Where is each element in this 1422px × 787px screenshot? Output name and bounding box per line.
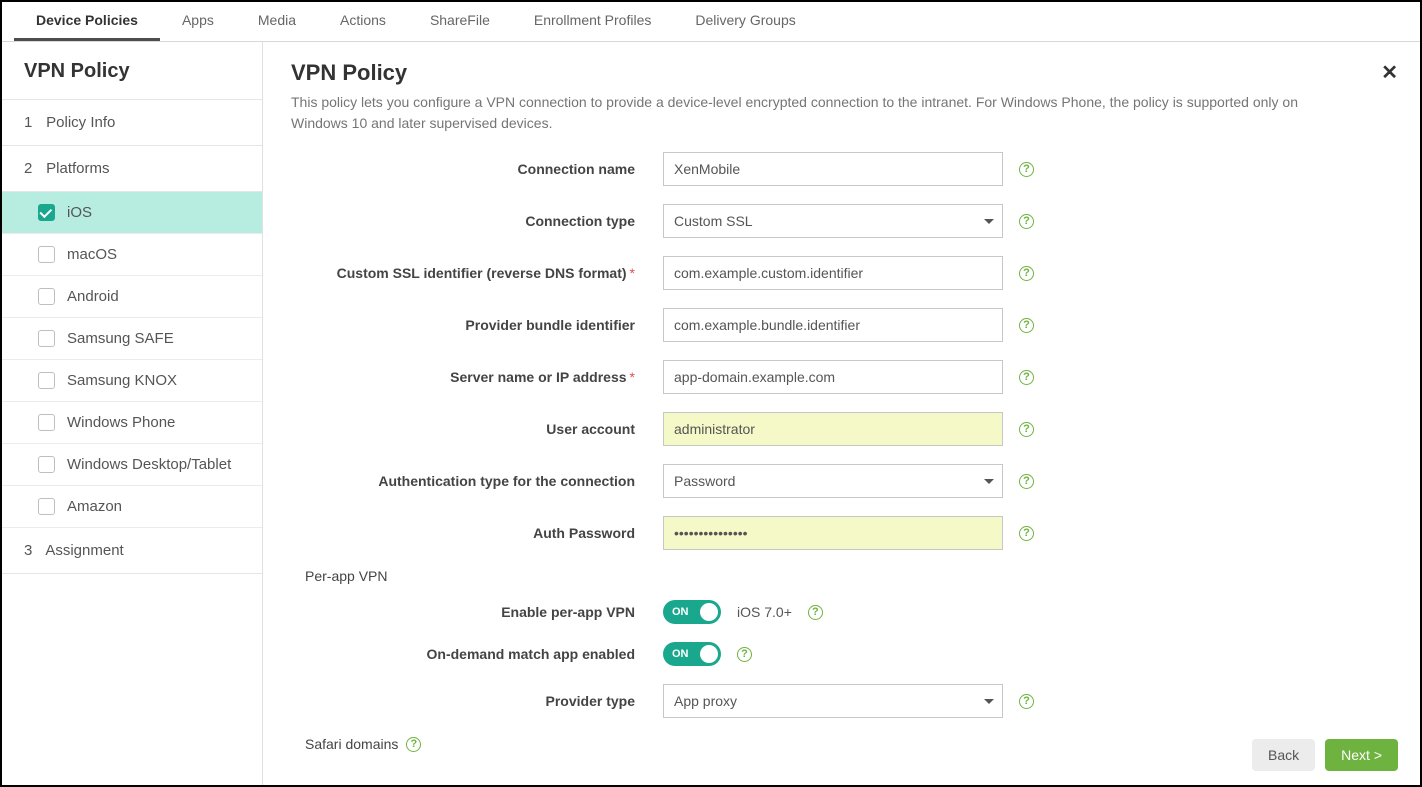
top-tab-media[interactable]: Media	[236, 2, 318, 41]
checkbox-icon[interactable]	[38, 330, 55, 347]
step-assignment[interactable]: 3 Assignment	[2, 528, 262, 574]
label-enable-per-app: Enable per-app VPN	[291, 604, 663, 620]
platform-label: Android	[67, 288, 119, 305]
label-auth-password: Auth Password	[291, 525, 663, 541]
label-custom-ssl: Custom SSL identifier (reverse DNS forma…	[291, 265, 663, 281]
top-tab-device-policies[interactable]: Device Policies	[14, 2, 160, 41]
platform-macos[interactable]: macOS	[2, 234, 262, 276]
step-label: Policy Info	[46, 114, 115, 131]
top-tab-delivery-groups[interactable]: Delivery Groups	[673, 2, 817, 41]
checkbox-icon[interactable]	[38, 372, 55, 389]
checkbox-icon[interactable]	[38, 204, 55, 221]
section-safari-domains: Safari domains ?	[305, 736, 1392, 752]
main-panel: ✕ VPN Policy This policy lets you config…	[263, 42, 1420, 785]
top-tab-apps[interactable]: Apps	[160, 2, 236, 41]
step-num: 3	[24, 542, 42, 559]
top-tab-actions[interactable]: Actions	[318, 2, 408, 41]
label-on-demand: On-demand match app enabled	[291, 646, 663, 662]
back-button[interactable]: Back	[1252, 739, 1315, 771]
platform-windows-phone[interactable]: Windows Phone	[2, 402, 262, 444]
sidebar-title: VPN Policy	[2, 42, 262, 100]
label-provider-bundle: Provider bundle identifier	[291, 317, 663, 333]
help-icon[interactable]: ?	[406, 737, 421, 752]
platform-ios[interactable]: iOS	[2, 192, 262, 234]
top-tabs: Device PoliciesAppsMediaActionsShareFile…	[2, 2, 1420, 42]
platform-android[interactable]: Android	[2, 276, 262, 318]
platform-label: Samsung SAFE	[67, 330, 174, 347]
help-icon[interactable]: ?	[1019, 162, 1034, 177]
select-value: App proxy	[674, 693, 737, 709]
checkbox-icon[interactable]	[38, 288, 55, 305]
toggle-state: ON	[672, 648, 689, 660]
close-icon[interactable]: ✕	[1381, 60, 1398, 85]
help-icon[interactable]: ?	[1019, 214, 1034, 229]
help-icon[interactable]: ?	[1019, 474, 1034, 489]
checkbox-icon[interactable]	[38, 246, 55, 263]
step-label: Assignment	[45, 542, 123, 559]
platform-samsung-knox[interactable]: Samsung KNOX	[2, 360, 262, 402]
footer-buttons: Back Next >	[1252, 739, 1398, 771]
select-value: Custom SSL	[674, 213, 753, 229]
help-icon[interactable]: ?	[737, 647, 752, 662]
next-button[interactable]: Next >	[1325, 739, 1398, 771]
server-name-input[interactable]	[663, 360, 1003, 394]
provider-type-select[interactable]: App proxy	[663, 684, 1003, 718]
sidebar: VPN Policy 1 Policy Info 2 Platforms iOS…	[2, 42, 263, 785]
step-policy-info[interactable]: 1 Policy Info	[2, 100, 262, 146]
help-icon[interactable]: ?	[1019, 526, 1034, 541]
chevron-down-icon	[984, 699, 994, 704]
platform-label: macOS	[67, 246, 117, 263]
platform-windows-desktop-tablet[interactable]: Windows Desktop/Tablet	[2, 444, 262, 486]
enable-per-app-toggle[interactable]: ON	[663, 600, 721, 624]
help-icon[interactable]: ?	[808, 605, 823, 620]
toggle-knob	[700, 645, 718, 663]
label-connection-name: Connection name	[291, 161, 663, 177]
top-tab-sharefile[interactable]: ShareFile	[408, 2, 512, 41]
platform-label: iOS	[67, 204, 92, 221]
checkbox-icon[interactable]	[38, 456, 55, 473]
checkbox-icon[interactable]	[38, 498, 55, 515]
label-user-account: User account	[291, 421, 663, 437]
section-per-app-vpn: Per-app VPN	[305, 568, 1392, 584]
platform-amazon[interactable]: Amazon	[2, 486, 262, 528]
checkbox-icon[interactable]	[38, 414, 55, 431]
step-num: 1	[24, 114, 42, 131]
connection-name-input[interactable]	[663, 152, 1003, 186]
chevron-down-icon	[984, 479, 994, 484]
help-icon[interactable]: ?	[1019, 266, 1034, 281]
auth-type-select[interactable]: Password	[663, 464, 1003, 498]
label-provider-type: Provider type	[291, 693, 663, 709]
page-description: This policy lets you configure a VPN con…	[291, 92, 1351, 134]
toggle-state: ON	[672, 606, 689, 618]
help-icon[interactable]: ?	[1019, 422, 1034, 437]
step-num: 2	[24, 160, 42, 177]
per-app-hint: iOS 7.0+	[737, 604, 792, 620]
platform-samsung-safe[interactable]: Samsung SAFE	[2, 318, 262, 360]
step-label: Platforms	[46, 160, 109, 177]
label-auth-type: Authentication type for the connection	[291, 473, 663, 489]
chevron-down-icon	[984, 219, 994, 224]
connection-type-select[interactable]: Custom SSL	[663, 204, 1003, 238]
custom-ssl-input[interactable]	[663, 256, 1003, 290]
select-value: Password	[674, 473, 735, 489]
user-account-input[interactable]	[663, 412, 1003, 446]
on-demand-toggle[interactable]: ON	[663, 642, 721, 666]
help-icon[interactable]: ?	[1019, 318, 1034, 333]
help-icon[interactable]: ?	[1019, 370, 1034, 385]
platform-label: Windows Phone	[67, 414, 175, 431]
top-tab-enrollment-profiles[interactable]: Enrollment Profiles	[512, 2, 674, 41]
step-platforms[interactable]: 2 Platforms	[2, 146, 262, 192]
platforms-list: iOS macOS Android Samsung SAFE Samsung KNOX W…	[2, 192, 262, 528]
help-icon[interactable]: ?	[1019, 694, 1034, 709]
platform-label: Amazon	[67, 498, 122, 515]
platform-label: Samsung KNOX	[67, 372, 177, 389]
auth-password-input[interactable]	[663, 516, 1003, 550]
toggle-knob	[700, 603, 718, 621]
page-title: VPN Policy	[291, 60, 1392, 86]
label-connection-type: Connection type	[291, 213, 663, 229]
platform-label: Windows Desktop/Tablet	[67, 456, 231, 473]
label-server-name: Server name or IP address*	[291, 369, 663, 385]
provider-bundle-input[interactable]	[663, 308, 1003, 342]
